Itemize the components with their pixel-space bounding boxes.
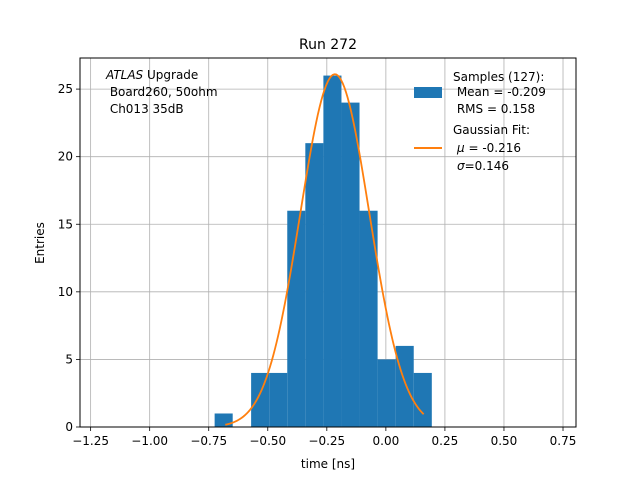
histogram-bar xyxy=(251,372,270,427)
x-tick-label: 0.00 xyxy=(373,434,400,448)
x-axis-label: time [ns] xyxy=(301,457,355,471)
legend-samples-swatch xyxy=(414,87,442,98)
x-tick-label: 0.50 xyxy=(491,434,518,448)
plot-frame xyxy=(79,57,577,428)
x-tick-label: −1.25 xyxy=(72,434,109,448)
x-tick-label: −0.75 xyxy=(190,434,227,448)
legend-samples-line-3: RMS = 0.158 xyxy=(453,102,535,116)
legend: Samples (127): Mean = -0.209 RMS = 0.158… xyxy=(414,70,546,173)
x-tick-label: −0.25 xyxy=(308,434,345,448)
histogram-bars xyxy=(214,75,432,428)
histogram-bar xyxy=(413,372,432,427)
legend-fit-line-2: μ = -0.216 xyxy=(456,141,521,155)
histogram-bar xyxy=(377,359,396,427)
y-tick-label: 25 xyxy=(58,82,73,96)
legend-mu-value: = -0.216 xyxy=(465,141,521,155)
annotation: ATLAS Upgrade Board260, 50ohm Ch013 35dB xyxy=(105,68,218,116)
histogram-bar xyxy=(323,75,342,428)
gaussian-fit-curve xyxy=(225,73,425,426)
annotation-atlas: ATLAS xyxy=(105,68,144,82)
histogram-bar xyxy=(269,372,288,427)
annotation-line-3: Ch013 35dB xyxy=(106,102,184,116)
histogram-bar xyxy=(305,143,324,427)
legend-samples-line-1: Samples (127): xyxy=(453,70,544,84)
legend-sigma-symbol: σ xyxy=(457,159,465,173)
annotation-line-1: ATLAS Upgrade xyxy=(105,68,198,82)
histogram-bar xyxy=(341,102,360,427)
gaussian-fit xyxy=(225,73,425,426)
legend-samples-line-2: Mean = -0.209 xyxy=(453,85,546,99)
x-axis: −1.25 −1.00 −0.75 −0.50 −0.25 0.00 0.25 0.50 0.7… xyxy=(72,427,576,448)
legend-fit-line-1: Gaussian Fit: xyxy=(453,123,530,137)
legend-fit-line-3: σ=0.146 xyxy=(457,159,509,173)
y-tick-label: 10 xyxy=(58,285,73,299)
y-axis: 0 5 10 15 20 25 xyxy=(58,82,80,434)
annotation-upgrade: Upgrade xyxy=(143,68,198,82)
y-tick-label: 0 xyxy=(65,420,73,434)
annotation-line-2: Board260, 50ohm xyxy=(106,85,218,99)
chart-title: Run 272 xyxy=(299,37,357,53)
x-tick-label: 0.75 xyxy=(550,434,577,448)
y-tick-label: 20 xyxy=(58,150,73,164)
x-tick-label: 0.25 xyxy=(432,434,459,448)
histogram-bar xyxy=(359,210,378,427)
histogram-bar xyxy=(214,413,233,427)
legend-sigma-value: =0.146 xyxy=(465,159,509,173)
y-tick-label: 15 xyxy=(58,217,73,231)
y-tick-label: 5 xyxy=(65,352,73,366)
y-axis-label: Entries xyxy=(33,222,47,264)
x-tick-label: −1.00 xyxy=(131,434,168,448)
x-tick-label: −0.50 xyxy=(249,434,286,448)
legend-mu-symbol: μ xyxy=(456,141,465,155)
histogram-bar xyxy=(395,345,414,427)
